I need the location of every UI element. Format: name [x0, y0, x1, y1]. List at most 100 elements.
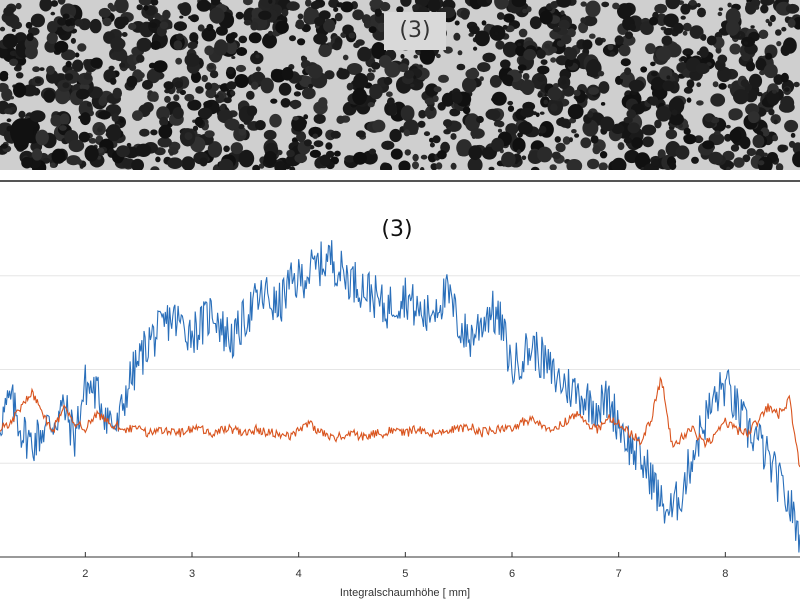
foam-cell [529, 16, 542, 30]
foam-cell [252, 164, 260, 170]
foam-cell [291, 101, 299, 110]
foam-cell [65, 60, 72, 68]
foam-cell [505, 123, 519, 136]
foam-cell [518, 70, 524, 74]
foam-cell [150, 129, 158, 136]
foam-cell [516, 149, 522, 155]
foam-cell [467, 157, 483, 170]
foam-cell [0, 26, 6, 32]
foam-cell [188, 15, 193, 20]
foam-cell [3, 6, 14, 17]
foam-cell [569, 137, 573, 143]
foam-cell [234, 74, 249, 88]
foam-cell [696, 3, 701, 8]
foam-cell [176, 33, 184, 41]
foam-cell [218, 158, 234, 170]
foam-cell [665, 0, 681, 10]
x-tick-label: 4 [296, 568, 302, 580]
foam-cell [717, 54, 728, 64]
foam-cell [706, 35, 717, 46]
foam-cell [695, 63, 710, 75]
foam-cell [225, 33, 235, 44]
foam-cell [225, 40, 238, 55]
foam-cell [400, 105, 415, 122]
foam-cell [566, 58, 574, 67]
foam-cell [380, 162, 393, 170]
foam-cell [334, 150, 341, 157]
foam-cell [138, 0, 153, 6]
foam-cell [623, 137, 633, 144]
foam-cell [437, 150, 447, 160]
foam-cell [710, 93, 726, 107]
foam-cell [226, 81, 237, 90]
foam-cell [659, 66, 673, 81]
foam-cell [757, 160, 765, 166]
foam-cell [627, 122, 640, 134]
foam-cell [680, 15, 686, 20]
x-tick-label: 8 [722, 568, 728, 580]
foam-cell [718, 83, 727, 90]
foam-cell [199, 157, 208, 167]
foam-cell [427, 0, 441, 13]
foam-cell [143, 5, 149, 11]
foam-cell [565, 47, 578, 60]
foam-cell [173, 21, 187, 32]
foam-cell [295, 19, 305, 30]
foam-cell [346, 82, 354, 91]
foam-cell [728, 108, 743, 120]
foam-cell [47, 21, 58, 34]
foam-cell [470, 128, 485, 139]
foam-cell [235, 64, 247, 73]
foam-cell [625, 31, 633, 40]
foam-cell [267, 30, 274, 36]
foam-cell [481, 20, 487, 26]
foam-cell [153, 60, 168, 73]
foam-cell [269, 113, 282, 128]
foam-cell [526, 6, 532, 13]
foam-cell [129, 64, 137, 71]
foam-cell [342, 24, 354, 35]
foam-cell [268, 0, 273, 4]
foam-cell [204, 82, 213, 91]
foam-cell [683, 134, 697, 145]
foam-cell [479, 76, 484, 82]
foam-cell [24, 45, 38, 60]
foam-cell [552, 83, 560, 89]
foam-cell [574, 133, 580, 138]
foam-cell [420, 167, 425, 170]
foam-cell [793, 81, 800, 88]
foam-cell [9, 58, 19, 66]
foam-cell [248, 32, 262, 44]
foam-cell [11, 28, 16, 32]
foam-cell [423, 131, 431, 137]
foam-cell [460, 9, 470, 20]
foam-cell [10, 118, 34, 146]
foam-cell [102, 17, 112, 27]
foam-cell [98, 125, 104, 129]
foam-cell [599, 151, 608, 159]
foam-cell [497, 128, 503, 133]
foam-cell [353, 151, 367, 165]
foam-cell [517, 132, 523, 138]
foam-cell [149, 22, 157, 29]
foam-cell [223, 145, 230, 153]
foam-cell [502, 41, 518, 58]
foam-cell [520, 107, 535, 118]
foam-cell [745, 61, 756, 72]
foam-cell [702, 140, 715, 150]
foam-cell [601, 1, 610, 8]
foam-cell [517, 64, 527, 71]
foam-cell [474, 30, 490, 47]
foam-cell [449, 108, 461, 117]
foam-cell [757, 156, 773, 170]
foam-cell [600, 102, 606, 106]
foam-cell [554, 136, 561, 143]
foam-cell [396, 6, 404, 13]
foam-cell [135, 143, 152, 157]
foam-cell [518, 28, 528, 38]
foam-cell [286, 1, 300, 11]
foam-cell [0, 70, 9, 79]
foam-cell [543, 99, 549, 105]
foam-cell [270, 98, 278, 104]
foam-cell [598, 81, 610, 94]
